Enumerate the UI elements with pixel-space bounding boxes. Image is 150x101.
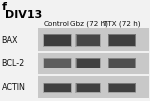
Bar [75, 58, 101, 68]
Bar [109, 59, 135, 68]
Bar [108, 58, 136, 68]
Bar [108, 83, 136, 93]
Text: Control: Control [44, 21, 70, 27]
Bar [76, 59, 100, 68]
Bar [76, 58, 100, 68]
Bar [76, 84, 100, 92]
Text: f: f [2, 2, 6, 12]
Bar [108, 58, 136, 68]
Bar [38, 74, 149, 76]
Bar [108, 83, 136, 92]
Bar [38, 28, 149, 98]
Text: Gbz (72 h): Gbz (72 h) [70, 20, 108, 27]
Bar [43, 34, 72, 47]
Bar [76, 83, 100, 92]
Bar [44, 34, 71, 46]
Bar [109, 35, 135, 46]
Text: BCL-2: BCL-2 [2, 59, 25, 68]
Text: TTX (72 h): TTX (72 h) [103, 20, 141, 27]
Bar [75, 83, 101, 93]
Text: ACTIN: ACTIN [2, 83, 25, 92]
Bar [43, 58, 72, 68]
Bar [75, 34, 101, 47]
Bar [76, 35, 100, 46]
Bar [44, 35, 70, 46]
Text: BAX: BAX [2, 36, 18, 45]
Text: DIV13: DIV13 [4, 10, 42, 20]
Bar [43, 83, 72, 93]
Bar [38, 51, 149, 53]
Bar [109, 84, 135, 92]
Bar [44, 83, 71, 92]
Bar [108, 34, 136, 46]
Bar [44, 84, 70, 92]
Bar [76, 34, 100, 46]
Bar [108, 34, 136, 47]
Bar [44, 59, 70, 68]
Bar [44, 58, 71, 68]
